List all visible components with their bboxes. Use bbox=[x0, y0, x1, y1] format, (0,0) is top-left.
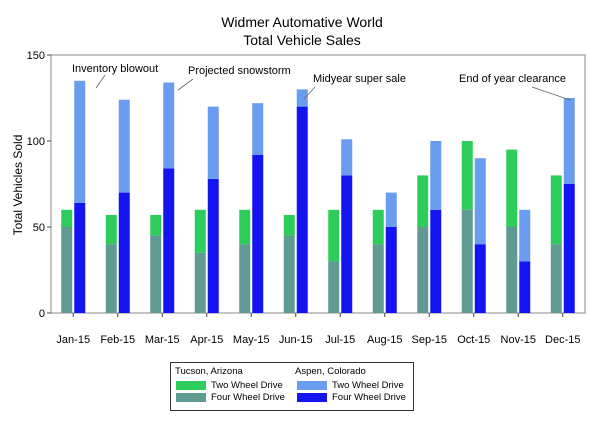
bar-aspen-four bbox=[519, 261, 531, 313]
chart-title: Widmer Automative World bbox=[221, 14, 383, 30]
legend-label-aspen-four-wheel: Four Wheel Drive bbox=[332, 392, 406, 403]
bar-aspen-two bbox=[163, 82, 175, 169]
annotation-label: Midyear super sale bbox=[313, 73, 406, 85]
bar-tucson-four bbox=[105, 244, 117, 313]
legend-swatch-tucson-two-wheel bbox=[176, 381, 206, 390]
annotation-leader-line bbox=[531, 86, 571, 101]
y-tick-label: 100 bbox=[27, 136, 45, 148]
bar-tucson-two bbox=[328, 209, 340, 262]
x-tick-label: May-15 bbox=[233, 334, 270, 346]
bar-tucson-four bbox=[61, 227, 73, 313]
bar-aspen-four bbox=[118, 192, 130, 313]
legend: Tucson, Arizona Aspen, Colorado Two Whee… bbox=[170, 362, 414, 411]
bar-aspen-four bbox=[74, 202, 86, 313]
bar-aspen-two bbox=[296, 89, 308, 107]
bar-tucson-four bbox=[150, 235, 162, 313]
bar-tucson-two bbox=[506, 149, 518, 227]
bar-aspen-four bbox=[296, 106, 308, 313]
annotation-leader-line bbox=[303, 86, 316, 100]
bar-tucson-four bbox=[461, 209, 473, 313]
x-tick-label: Apr-15 bbox=[190, 334, 223, 346]
y-axis-label: Total Vehicles Sold bbox=[11, 135, 25, 236]
annotation-label: Inventory blowout bbox=[72, 63, 158, 75]
bar-aspen-two bbox=[385, 192, 397, 227]
x-tick-label: Feb-15 bbox=[100, 334, 135, 346]
bar-aspen-four bbox=[207, 178, 219, 313]
legend-label-aspen-two-wheel: Two Wheel Drive bbox=[332, 380, 404, 391]
y-tick-label: 50 bbox=[33, 222, 45, 234]
bar-tucson-two bbox=[283, 214, 295, 236]
bar-tucson-four bbox=[372, 244, 384, 313]
bar-aspen-four bbox=[474, 244, 486, 313]
bar-tucson-four bbox=[328, 261, 340, 313]
bar-tucson-two bbox=[61, 209, 73, 227]
bar-tucson-two bbox=[550, 175, 562, 245]
bar-tucson-four bbox=[550, 244, 562, 313]
bar-aspen-two bbox=[430, 141, 442, 210]
bar-aspen-four bbox=[252, 154, 264, 313]
bar-tucson-two bbox=[105, 214, 117, 245]
bar-tucson-four bbox=[194, 252, 206, 313]
bar-aspen-four bbox=[430, 209, 442, 313]
bar-tucson-two bbox=[417, 175, 429, 227]
bar-tucson-four bbox=[283, 235, 295, 313]
x-tick-label: Oct-15 bbox=[457, 334, 490, 346]
legend-label-tucson-two-wheel: Two Wheel Drive bbox=[211, 380, 283, 391]
x-tick-label: Aug-15 bbox=[367, 334, 402, 346]
x-tick-label: Sep-15 bbox=[412, 334, 447, 346]
legend-title-tucson: Tucson, Arizona bbox=[175, 366, 243, 377]
bar-aspen-two bbox=[207, 106, 219, 179]
legend-swatch-tucson-four-wheel bbox=[176, 393, 206, 402]
x-tick-label: Jan-15 bbox=[56, 334, 90, 346]
bar-tucson-two bbox=[239, 209, 251, 245]
bar-tucson-two bbox=[194, 209, 206, 253]
bar-aspen-four bbox=[341, 175, 353, 313]
legend-title-aspen: Aspen, Colorado bbox=[295, 366, 366, 377]
bar-aspen-two bbox=[118, 99, 130, 193]
plot-frame bbox=[50, 54, 586, 314]
y-tick-label: 150 bbox=[27, 50, 45, 62]
legend-swatch-aspen-four-wheel bbox=[297, 393, 327, 402]
bar-tucson-two bbox=[372, 209, 384, 245]
x-tick-label: Mar-15 bbox=[145, 334, 180, 346]
bar-tucson-four bbox=[417, 227, 429, 313]
bar-aspen-two bbox=[519, 209, 531, 262]
legend-swatch-aspen-two-wheel bbox=[297, 381, 327, 390]
x-tick-label: Jun-15 bbox=[279, 334, 313, 346]
bar-aspen-two bbox=[474, 158, 486, 245]
bar-aspen-two bbox=[252, 103, 264, 155]
plot-area: 0 50 100 150 Jan-15 Feb-15 Mar-15 Apr-15 May-15 J… bbox=[27, 50, 586, 346]
chart-subtitle: Total Vehicle Sales bbox=[243, 32, 361, 48]
annotation-leader-line bbox=[95, 74, 106, 89]
x-tick-label: Dec-15 bbox=[545, 334, 580, 346]
bar-tucson-two bbox=[150, 214, 162, 236]
annotation-label: End of year clearance bbox=[459, 73, 566, 85]
bar-aspen-four bbox=[563, 184, 575, 313]
annotation-leader-line bbox=[177, 78, 194, 91]
bar-aspen-four bbox=[385, 227, 397, 313]
y-tick-label: 0 bbox=[39, 308, 45, 320]
x-tick-label: Jul-15 bbox=[325, 334, 355, 346]
bar-aspen-two bbox=[563, 98, 575, 184]
bar-tucson-two bbox=[461, 141, 473, 210]
x-tick-label: Nov-15 bbox=[501, 334, 536, 346]
bar-tucson-four bbox=[506, 227, 518, 313]
bar-aspen-four bbox=[163, 168, 175, 313]
annotation-label: Projected snowstorm bbox=[188, 65, 291, 77]
bar-aspen-two bbox=[341, 139, 353, 176]
bar-tucson-four bbox=[239, 244, 251, 313]
legend-label-tucson-four-wheel: Four Wheel Drive bbox=[211, 392, 285, 403]
bar-aspen-two bbox=[74, 80, 86, 203]
